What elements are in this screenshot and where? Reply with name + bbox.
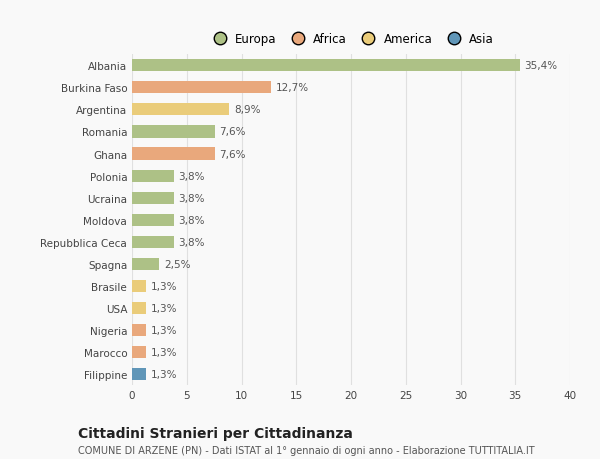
Text: 3,8%: 3,8% [178,193,205,203]
Bar [132,302,146,314]
Bar [132,192,173,204]
Text: 8,9%: 8,9% [234,105,260,115]
Text: 1,3%: 1,3% [151,325,177,336]
Bar [132,170,173,182]
Bar [132,82,271,94]
Bar [132,258,160,270]
Text: 1,3%: 1,3% [151,369,177,380]
Bar [132,104,229,116]
Text: 35,4%: 35,4% [524,61,557,71]
Text: 1,3%: 1,3% [151,281,177,291]
Bar [132,60,520,72]
Text: 3,8%: 3,8% [178,237,205,247]
Text: 7,6%: 7,6% [220,127,246,137]
Text: COMUNE DI ARZENE (PN) - Dati ISTAT al 1° gennaio di ogni anno - Elaborazione TUT: COMUNE DI ARZENE (PN) - Dati ISTAT al 1°… [78,445,535,455]
Text: 1,3%: 1,3% [151,303,177,313]
Text: 3,8%: 3,8% [178,171,205,181]
Legend: Europa, Africa, America, Asia: Europa, Africa, America, Asia [203,28,499,50]
Bar [132,236,173,248]
Text: 3,8%: 3,8% [178,215,205,225]
Bar [132,347,146,358]
Text: 2,5%: 2,5% [164,259,190,269]
Text: 1,3%: 1,3% [151,347,177,358]
Text: Cittadini Stranieri per Cittadinanza: Cittadini Stranieri per Cittadinanza [78,426,353,440]
Bar [132,280,146,292]
Text: 12,7%: 12,7% [275,83,308,93]
Text: 7,6%: 7,6% [220,149,246,159]
Bar [132,325,146,336]
Bar [132,214,173,226]
Bar [132,148,215,160]
Bar [132,126,215,138]
Bar [132,369,146,381]
